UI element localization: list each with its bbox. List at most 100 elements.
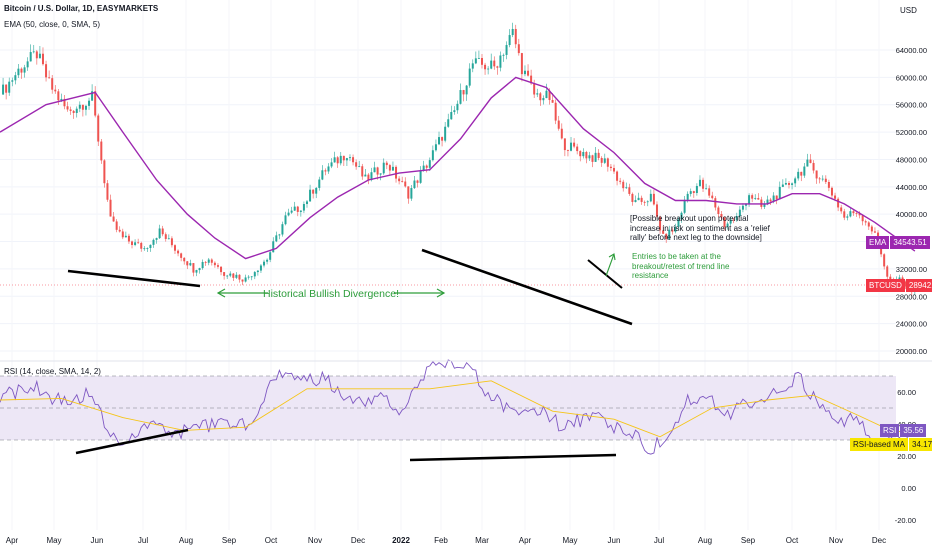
symbol-title: Bitcoin / U.S. Dollar, 1D, EASYMARKETS bbox=[4, 4, 159, 13]
candle bbox=[606, 157, 609, 172]
ema-indicator-label[interactable]: EMA (50, close, 0, SMA, 5) bbox=[4, 20, 101, 29]
candle bbox=[554, 99, 557, 125]
candle bbox=[106, 180, 109, 202]
candle bbox=[241, 279, 244, 286]
candle bbox=[738, 206, 741, 218]
candle bbox=[327, 163, 330, 174]
ema-price-tag: EMA 34543.51 bbox=[866, 236, 930, 249]
candle bbox=[855, 211, 858, 217]
bullish-support-trendline-1 bbox=[67, 269, 201, 288]
candle bbox=[484, 62, 487, 75]
candle bbox=[198, 267, 201, 274]
candle bbox=[293, 201, 296, 211]
candle bbox=[760, 196, 763, 210]
candle bbox=[904, 280, 907, 289]
candle bbox=[815, 170, 818, 184]
candle bbox=[619, 177, 622, 185]
candle bbox=[732, 217, 735, 224]
candle bbox=[496, 65, 499, 75]
candle bbox=[155, 237, 158, 244]
candle bbox=[809, 154, 812, 164]
time-tick-label: Oct bbox=[265, 536, 278, 545]
candle bbox=[140, 241, 143, 252]
candle bbox=[778, 181, 781, 200]
candle bbox=[26, 57, 29, 71]
price-tick-label: 28000.00 bbox=[896, 292, 927, 301]
time-tick-label: Aug bbox=[179, 536, 193, 545]
candle bbox=[720, 211, 723, 220]
candle bbox=[634, 195, 637, 203]
candle bbox=[41, 47, 44, 66]
candle bbox=[299, 210, 302, 217]
candle bbox=[726, 221, 729, 230]
entries-note-line-1: Entries to be taken at the bbox=[632, 252, 721, 261]
time-tick-label: Jul bbox=[138, 536, 148, 545]
candle bbox=[560, 123, 563, 140]
candle bbox=[821, 175, 824, 182]
candle bbox=[315, 187, 318, 199]
breakout-note-line-3: rally' before next leg to the downside] bbox=[630, 233, 762, 242]
candle bbox=[51, 74, 54, 94]
ema-line bbox=[0, 76, 916, 260]
candle bbox=[591, 154, 594, 168]
price-tick-label: 40000.00 bbox=[896, 210, 927, 219]
candle bbox=[450, 105, 453, 120]
candle bbox=[385, 160, 388, 170]
candle bbox=[441, 136, 444, 147]
candle bbox=[84, 104, 87, 116]
candle bbox=[281, 221, 284, 237]
candle bbox=[112, 212, 115, 222]
candle bbox=[11, 77, 14, 87]
candle bbox=[837, 197, 840, 212]
candle bbox=[588, 151, 591, 161]
candle bbox=[216, 263, 219, 269]
candle bbox=[523, 65, 526, 77]
breakout-note: [Possible breakout upon potential increa… bbox=[630, 214, 770, 243]
candle bbox=[296, 205, 299, 217]
time-tick-label: 2022 bbox=[392, 536, 410, 545]
candle bbox=[367, 173, 370, 185]
candle bbox=[35, 50, 38, 65]
candle bbox=[468, 63, 471, 88]
candle bbox=[149, 244, 152, 252]
candle bbox=[259, 263, 262, 274]
candle bbox=[508, 29, 511, 48]
candle bbox=[278, 233, 281, 240]
candle bbox=[453, 106, 456, 115]
candle bbox=[8, 77, 11, 96]
rsi-indicator-label[interactable]: RSI (14, close, SMA, 14, 2) bbox=[4, 367, 101, 376]
time-tick-label: Jun bbox=[608, 536, 621, 545]
candle bbox=[118, 226, 121, 233]
candle bbox=[502, 53, 505, 62]
candle bbox=[659, 215, 662, 234]
candle bbox=[391, 161, 394, 171]
candle bbox=[576, 143, 579, 155]
candle bbox=[434, 139, 437, 152]
candle bbox=[14, 71, 17, 85]
candle bbox=[103, 159, 106, 188]
time-tick-label: Sep bbox=[741, 536, 756, 545]
breakout-note-line-2: increase in risk on sentiment as a 'reli… bbox=[630, 223, 770, 233]
candle bbox=[146, 247, 149, 252]
candle bbox=[115, 219, 118, 233]
candle bbox=[401, 176, 404, 183]
candle bbox=[361, 163, 364, 180]
candle bbox=[680, 211, 683, 223]
candle bbox=[364, 169, 367, 177]
candle bbox=[695, 183, 698, 196]
candle bbox=[741, 203, 744, 213]
candle bbox=[846, 214, 849, 221]
candle bbox=[244, 274, 247, 283]
price-candles bbox=[2, 22, 916, 296]
candle bbox=[631, 192, 634, 206]
candle bbox=[318, 176, 321, 191]
candle bbox=[207, 257, 210, 266]
candle bbox=[711, 191, 714, 200]
candle bbox=[410, 184, 413, 201]
candle bbox=[812, 160, 815, 174]
candle bbox=[97, 113, 100, 147]
candle bbox=[597, 149, 600, 161]
candle bbox=[637, 192, 640, 201]
candle bbox=[284, 211, 287, 226]
candle bbox=[312, 189, 315, 199]
